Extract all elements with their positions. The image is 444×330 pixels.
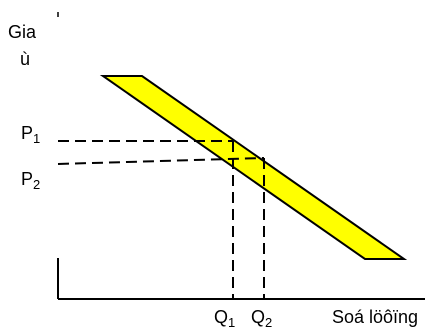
quantity-label-q2: Q2 (251, 307, 272, 330)
y-axis-label-line1: Gia (8, 22, 37, 42)
quantity-label-q1: Q1 (214, 307, 235, 330)
price-label-p1: P1 (21, 123, 40, 146)
x-axis-label: Soá löôïng (332, 307, 418, 327)
demand-band (99, 75, 408, 260)
p2-dashed-line (57, 157, 265, 165)
y-axis-label-line2: ù (20, 49, 30, 69)
price-label-p2: P2 (21, 169, 40, 192)
